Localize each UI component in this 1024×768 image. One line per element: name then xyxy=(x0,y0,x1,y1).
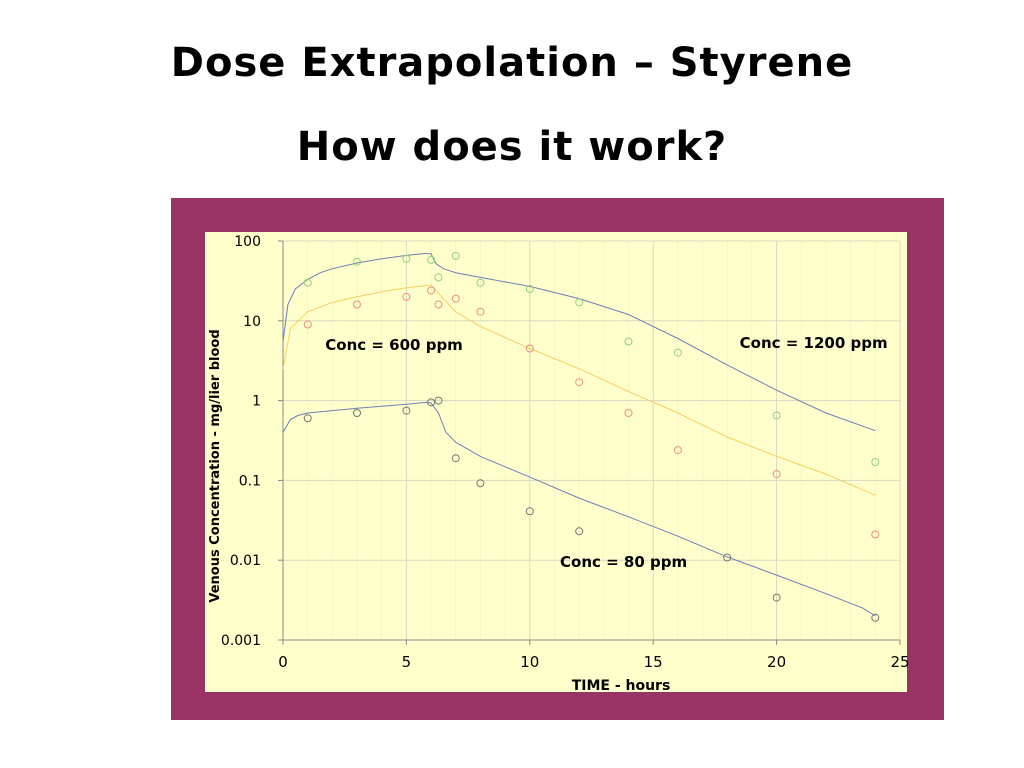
y-axis-label: Venous Concentration - mg/lier blood xyxy=(208,329,223,602)
x-tick-label: 0 xyxy=(278,653,288,671)
data-point xyxy=(451,294,460,303)
data-point xyxy=(427,398,436,407)
data-point xyxy=(303,414,312,423)
chart-annotation: Conc = 80 ppm xyxy=(560,553,687,571)
plot-background xyxy=(205,232,907,692)
y-tick-label: 10 xyxy=(243,314,261,330)
data-point xyxy=(525,285,534,293)
data-point xyxy=(353,300,361,309)
data-point xyxy=(434,396,443,405)
data-point xyxy=(624,337,633,346)
data-point xyxy=(575,378,584,387)
data-point xyxy=(451,454,460,463)
chart-annotation: Conc = 1200 ppm xyxy=(740,334,888,352)
data-point xyxy=(434,273,443,282)
data-point xyxy=(427,286,436,295)
slide-title: Dose Extrapolation – Styrene xyxy=(170,40,854,86)
x-axis-label: TIME - hours xyxy=(572,678,671,694)
data-point xyxy=(476,278,485,287)
data-point xyxy=(772,593,781,602)
data-point xyxy=(402,406,411,415)
series-line xyxy=(282,284,876,496)
data-point xyxy=(427,255,436,264)
data-point xyxy=(673,446,682,455)
points-layer xyxy=(303,251,880,622)
x-tick-label: 15 xyxy=(644,653,663,671)
y-tick-label: 100 xyxy=(234,234,261,250)
series-line xyxy=(282,401,876,617)
data-point xyxy=(525,344,534,353)
data-point xyxy=(624,409,633,417)
data-point xyxy=(673,348,682,357)
axes xyxy=(278,240,901,645)
y-tick-label: 0.01 xyxy=(230,553,261,569)
data-point xyxy=(772,470,781,479)
data-point xyxy=(303,278,312,287)
data-point xyxy=(402,254,411,263)
data-point xyxy=(402,292,411,301)
slide-subtitle: How does it work? xyxy=(296,124,728,170)
data-point xyxy=(476,479,485,488)
x-tick-label: 10 xyxy=(520,653,539,671)
data-point xyxy=(575,298,584,307)
data-point xyxy=(451,251,460,260)
chart-frame: 0 5 10 15 20 25 100 10 1 0.1 0.01 0.001 Conc = 600 p… xyxy=(171,198,944,720)
data-point xyxy=(723,553,732,562)
y-tick-label: 1 xyxy=(252,394,261,410)
data-point xyxy=(871,530,880,539)
series-line xyxy=(282,252,876,432)
x-tick-label: 25 xyxy=(890,653,909,671)
data-point xyxy=(476,307,485,316)
grid-lines xyxy=(282,240,901,641)
x-tick-label: 20 xyxy=(767,653,786,671)
series-layer xyxy=(282,252,876,617)
y-tick-label: 0.001 xyxy=(221,633,261,649)
data-point xyxy=(871,458,880,466)
labels-layer: 0 5 10 15 20 25 100 10 1 0.1 0.01 0.001 Conc = 600 p… xyxy=(221,234,910,671)
data-point xyxy=(772,411,781,420)
chart-svg: 0 5 10 15 20 25 100 10 1 0.1 0.01 0.001 Conc = 600 p… xyxy=(205,232,910,694)
data-point xyxy=(575,527,584,536)
y-tick-label: 0.1 xyxy=(239,473,261,489)
data-point xyxy=(303,320,312,329)
data-point xyxy=(353,409,361,417)
data-point xyxy=(525,507,534,516)
data-point xyxy=(353,257,361,266)
data-point xyxy=(871,613,880,622)
x-tick-label: 5 xyxy=(402,653,412,671)
data-point xyxy=(434,300,443,309)
chart-annotation: Conc = 600 ppm xyxy=(325,336,463,354)
